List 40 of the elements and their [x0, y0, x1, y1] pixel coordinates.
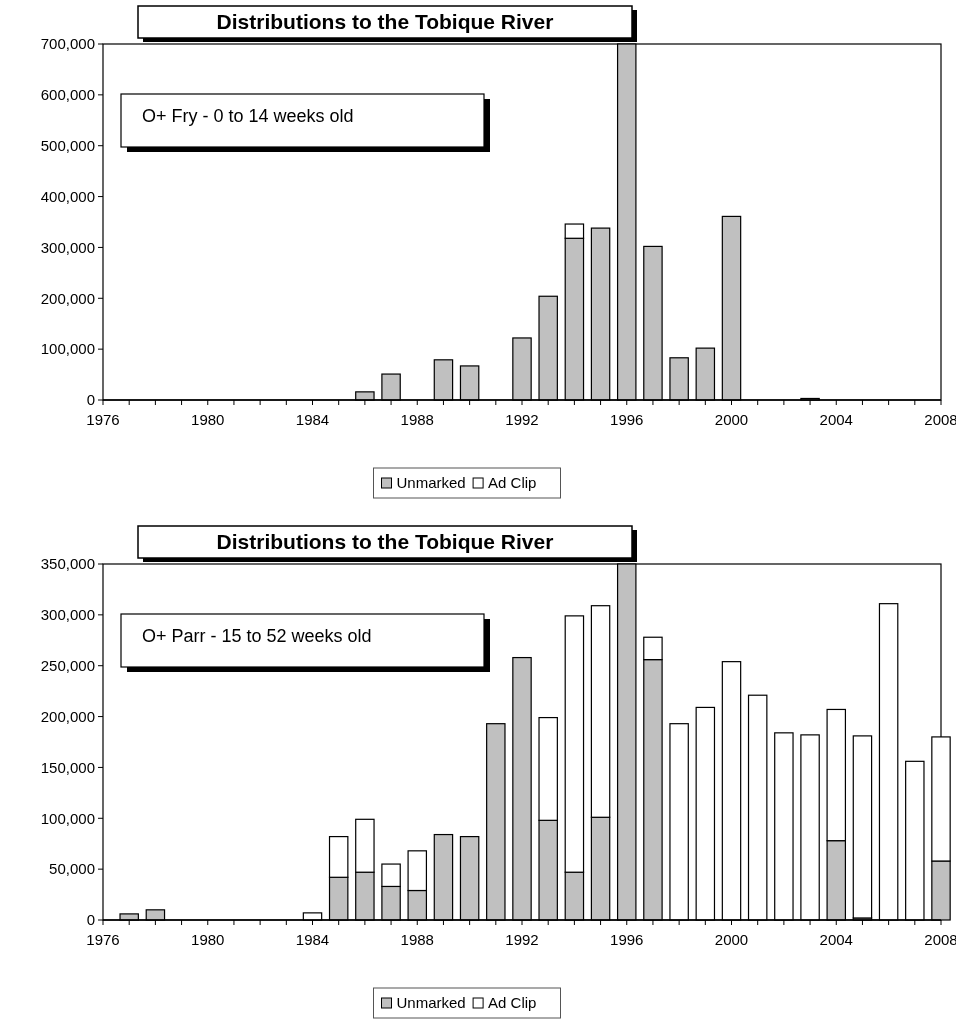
x-tick-label: 1980 — [191, 411, 225, 428]
x-tick-label: 2004 — [819, 931, 853, 948]
y-tick-label: 200,000 — [40, 707, 95, 725]
x-tick-label: 1984 — [295, 931, 330, 948]
x-tick-label: 1992 — [505, 411, 539, 428]
y-tick-label: 300,000 — [40, 238, 95, 256]
legend-label: Unmarked — [396, 994, 466, 1012]
y-tick-label: 250,000 — [40, 656, 95, 674]
y-tick-label: 200,000 — [40, 289, 95, 307]
chart-title: Distributions to the Tobique River — [216, 530, 554, 554]
legend-label: Ad Clip — [488, 994, 537, 1012]
y-tick-label: 0 — [86, 391, 95, 409]
y-tick-label: 50,000 — [49, 860, 95, 878]
x-tick-label: 1992 — [505, 931, 539, 948]
x-tick-label: 1988 — [400, 931, 434, 948]
x-tick-label: 2004 — [819, 411, 853, 428]
y-tick-label: 400,000 — [40, 187, 95, 205]
y-tick-label: 100,000 — [40, 809, 95, 827]
y-tick-label: 700,000 — [40, 35, 95, 53]
y-tick-label: 500,000 — [40, 136, 95, 154]
y-tick-label: 350,000 — [40, 555, 95, 573]
text: O+ Parr - 15 to 52 weeks old — [142, 626, 372, 647]
legend-label: Ad Clip — [488, 474, 537, 492]
y-tick-label: 100,000 — [40, 340, 95, 358]
x-tick-label: 1976 — [86, 411, 120, 428]
x-tick-label: 1980 — [191, 931, 225, 948]
x-tick-label: 1976 — [86, 931, 120, 948]
y-tick-label: 300,000 — [40, 606, 95, 624]
x-tick-label: 1988 — [400, 411, 434, 428]
y-tick-label: 600,000 — [40, 86, 95, 104]
x-tick-label: 2000 — [714, 931, 749, 948]
y-tick-label: 150,000 — [40, 758, 95, 776]
x-tick-label: 1996 — [610, 411, 644, 428]
x-tick-label: 2000 — [714, 411, 749, 428]
legend-label: Unmarked — [396, 474, 466, 492]
chart-title: Distributions to the Tobique River — [216, 10, 554, 34]
y-tick-label: 0 — [86, 911, 95, 929]
x-tick-label: 1996 — [610, 931, 644, 948]
text: O+ Fry - 0 to 14 weeks old — [142, 106, 354, 127]
x-tick-label: 1984 — [295, 411, 330, 428]
